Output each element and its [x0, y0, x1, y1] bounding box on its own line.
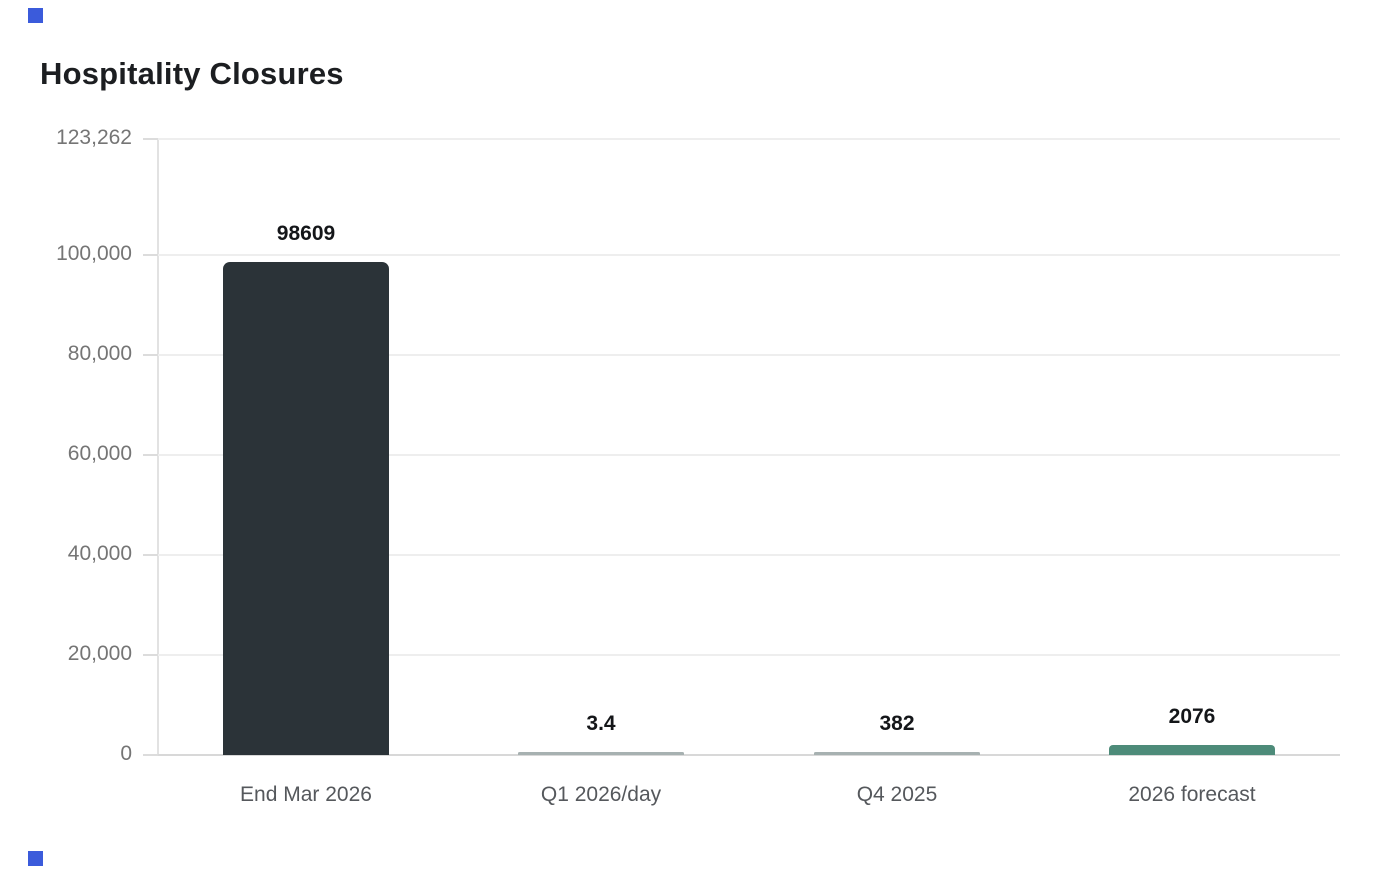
corner-marker-bottom-left	[28, 851, 43, 866]
y-axis-tick-label: 80,000	[67, 342, 132, 365]
y-axis-tick-label: 0	[120, 742, 132, 765]
y-axis-tick-label: 123,262	[56, 126, 132, 149]
y-axis-tick-mark	[143, 454, 158, 456]
bar-value-label: 382	[879, 712, 915, 735]
bar-end-mar-2026	[223, 262, 389, 755]
bar-q4-2025	[814, 752, 980, 755]
gridline	[158, 454, 1340, 456]
y-axis-tick-mark	[143, 754, 158, 756]
chart-title: Hospitality Closures	[40, 56, 344, 91]
x-axis-label: 2026 forecast	[1128, 783, 1256, 806]
y-axis-tick-label: 40,000	[67, 542, 132, 565]
bar-value-label: 98609	[276, 222, 336, 245]
y-axis-tick-label: 20,000	[67, 642, 132, 665]
bar-q1-2026-day	[518, 752, 684, 755]
y-axis-tick-label: 100,000	[56, 242, 132, 265]
y-axis-tick-mark	[143, 254, 158, 256]
corner-marker-top-left	[28, 8, 43, 23]
gridline	[158, 138, 1340, 140]
x-axis-label: Q4 2025	[856, 783, 938, 806]
y-axis-line	[157, 139, 159, 755]
bar-2026-forecast	[1109, 745, 1275, 755]
x-axis-label: End Mar 2026	[240, 783, 372, 806]
y-axis-tick-mark	[143, 554, 158, 556]
y-axis-tick-mark	[143, 138, 158, 140]
bar-value-label: 2076	[1168, 705, 1216, 728]
bar-value-label: 3.4	[586, 712, 616, 735]
gridline	[158, 354, 1340, 356]
gridline	[158, 654, 1340, 656]
x-axis-label: Q1 2026/day	[540, 783, 662, 806]
plot-area	[158, 138, 1340, 756]
y-axis-tick-label: 60,000	[67, 442, 132, 465]
gridline-baseline	[158, 754, 1340, 756]
y-axis-tick-mark	[143, 354, 158, 356]
y-axis-tick-mark	[143, 654, 158, 656]
gridline	[158, 254, 1340, 256]
gridline	[158, 554, 1340, 556]
